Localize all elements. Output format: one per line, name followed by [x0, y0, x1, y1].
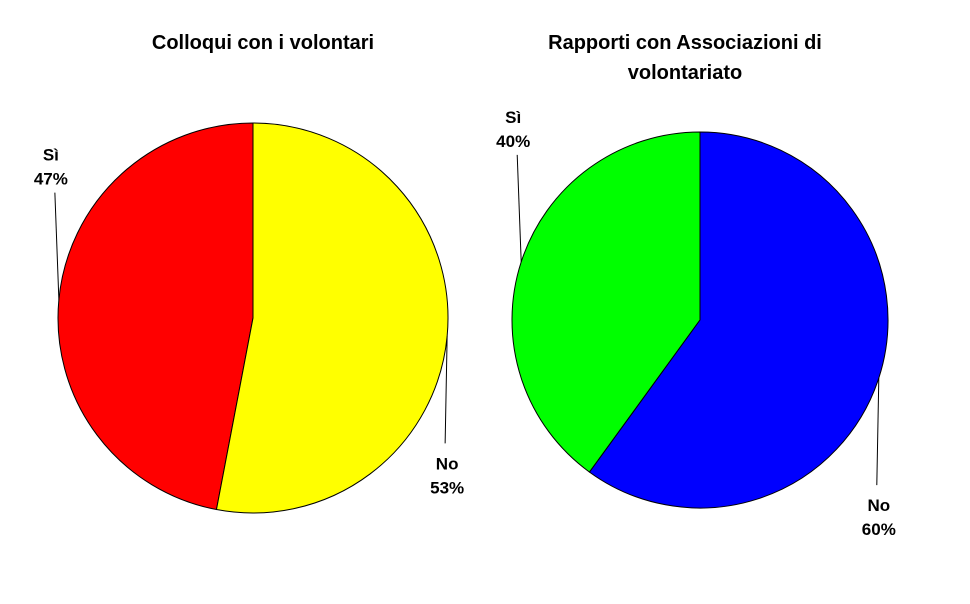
value-label: 47%: [34, 170, 68, 189]
leader-line: [876, 378, 880, 486]
slice-label: Sì: [43, 146, 59, 165]
slice-label: No: [436, 454, 459, 473]
chart-title: Colloqui con i volontari: [151, 32, 375, 54]
leader-line: [54, 192, 60, 300]
slice-label: Sì: [505, 108, 521, 127]
leader-line: [516, 154, 522, 262]
pie-slice: [215, 122, 449, 514]
slice-label: No: [867, 496, 890, 515]
pie-slice: [588, 131, 889, 509]
value-label: 60%: [862, 520, 896, 539]
chart-title: Rapporti con Associazioni di volontariat…: [548, 32, 822, 84]
leader-line: [444, 336, 448, 444]
value-label: 40%: [496, 132, 530, 151]
value-label: 53%: [430, 478, 464, 497]
pie-slice: [57, 122, 254, 511]
